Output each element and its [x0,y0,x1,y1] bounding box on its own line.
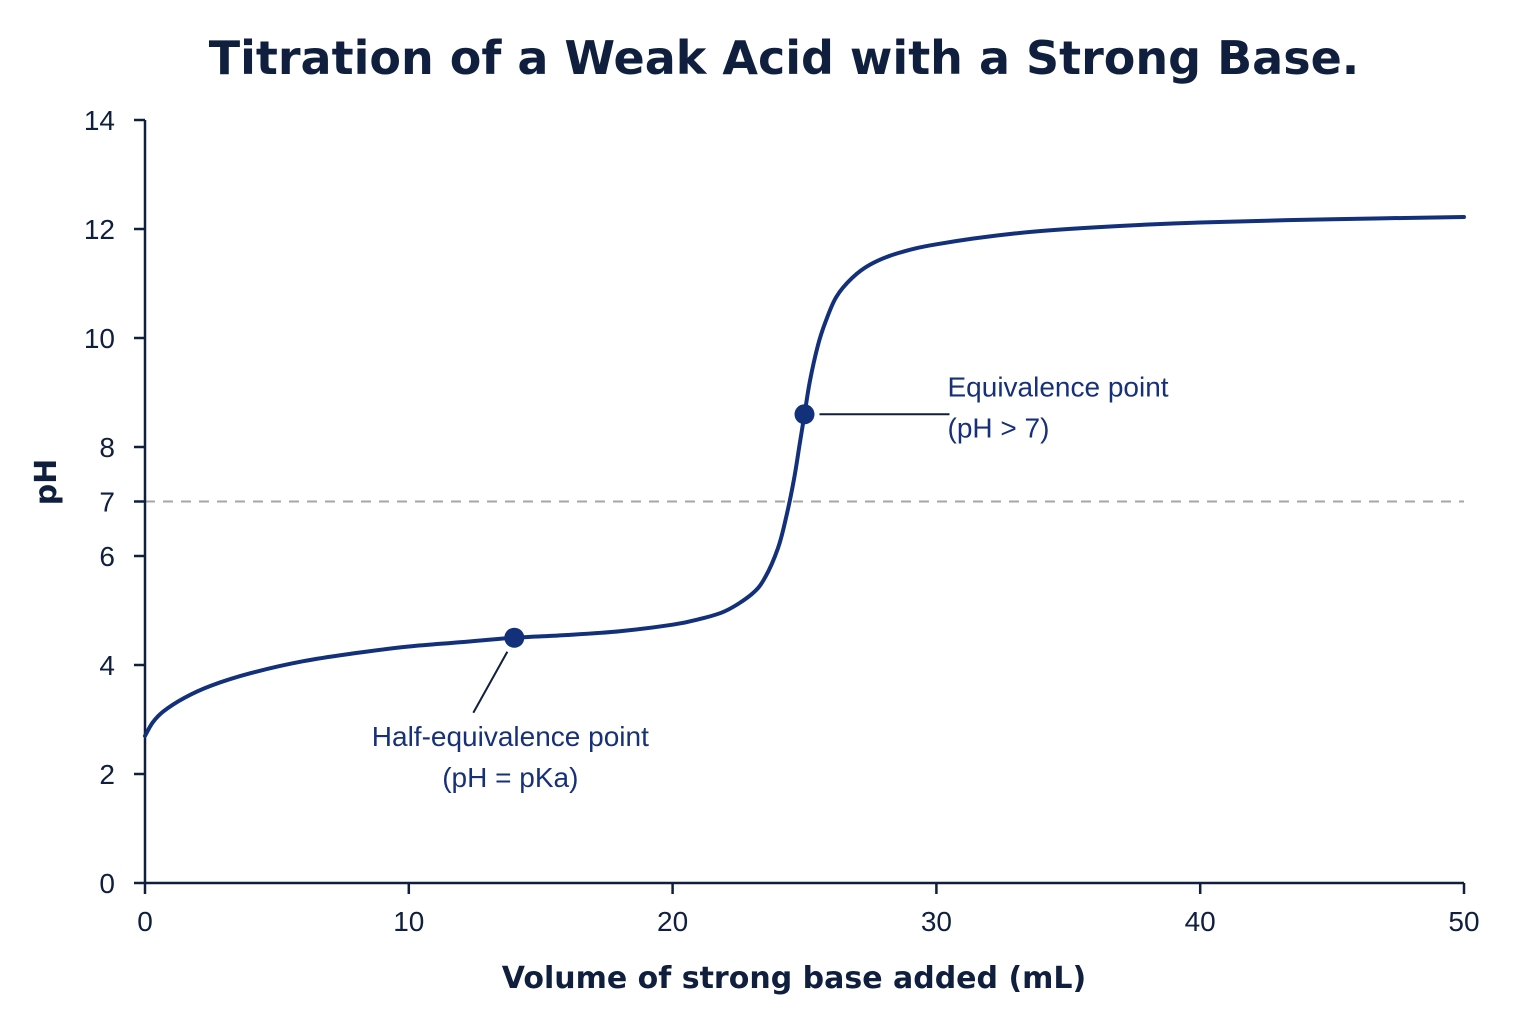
y-axis-title: pH [29,459,64,506]
x-tick-label: 40 [1185,906,1216,937]
equivalence-point-label: Equivalence point [948,371,1169,402]
half-equivalence-point-label: Half-equivalence point [372,721,649,752]
y-tick-label: 10 [84,323,115,354]
y-tick-label: 2 [99,759,115,790]
half-equivalence-point-label: (pH = pKa) [442,762,578,793]
y-tick-label: 0 [99,868,115,899]
y-tick-label: 14 [84,105,115,136]
x-tick-label: 30 [921,906,952,937]
x-tick-label: 20 [657,906,688,937]
y-tick-label: 6 [99,541,115,572]
x-tick-label: 0 [137,906,153,937]
y-tick-label: 12 [84,214,115,245]
x-axis-title: Volume of strong base added (mL) [502,961,1087,996]
y-tick-label: 8 [99,432,115,463]
x-tick-label: 10 [393,906,424,937]
titration-curve [143,215,1466,738]
ticks: 0 2 4 6 7 8 10 12 14 0 10 20 30 40 50 [84,105,1480,937]
y-tick-label: 4 [99,650,115,681]
y-tick-label: 7 [99,487,115,518]
series [143,215,1466,738]
half-equivalence-point-marker [504,627,525,648]
chart-title: Titration of a Weak Acid with a Strong B… [209,31,1360,85]
equivalence-point-marker [794,404,815,425]
annotations: Equivalence point (pH > 7) Half-equivalenc… [372,371,1169,792]
equivalence-point-label: (pH > 7) [948,412,1050,443]
half-equivalence-point-leader-line [472,651,509,714]
x-tick-label: 50 [1448,906,1479,937]
